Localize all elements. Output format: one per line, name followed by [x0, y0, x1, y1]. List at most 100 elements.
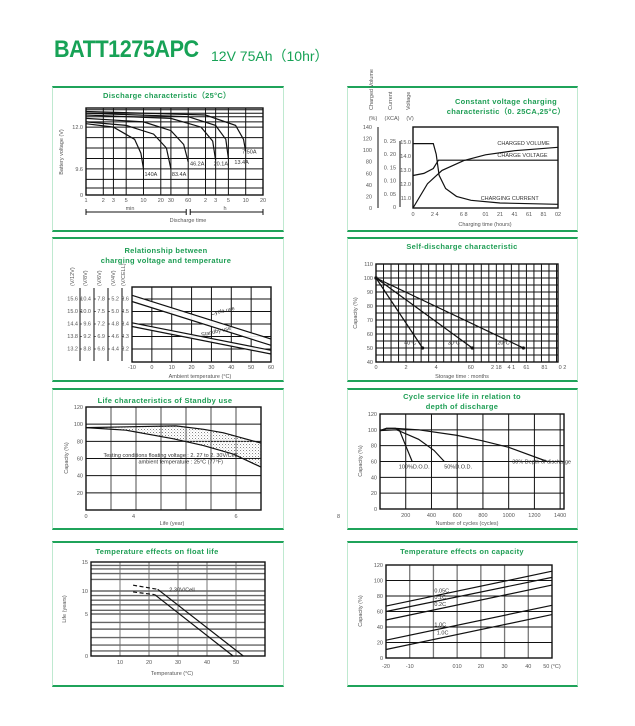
y-tick-label: 2.2 [121, 347, 129, 353]
y-tick-label: 13.8 [67, 334, 78, 340]
series-line-1 [133, 584, 158, 590]
series-label: 20.1A [214, 162, 229, 168]
x-tick-label: 50 [248, 365, 254, 371]
y-tick-label: 60 [77, 457, 83, 463]
x-axis-label: Number of cycles (cycles) [436, 521, 499, 527]
chart-title: Temperature effects on float life [95, 547, 218, 556]
x-tick-label: 4 [132, 514, 135, 520]
y-tick-label: 20 [377, 641, 383, 647]
x-tick-label: 21 [497, 212, 503, 218]
x-tick-label: 6 8 [460, 212, 468, 218]
y-tick-label: 7.2 [97, 322, 105, 328]
y-axis-label: Capacity (%) [358, 595, 364, 627]
y-tick-label-current: 0 [393, 205, 396, 211]
y-tick-label: 40 [367, 360, 373, 366]
y-tick-label-voltage: 14.0 [400, 154, 411, 160]
x-tick-label: 0 [411, 212, 414, 218]
series-13-4a [85, 112, 229, 159]
y-tick-label: 13.2 [67, 347, 78, 353]
chart-title: Cycle service life in relation to [403, 392, 521, 401]
y-tick-label-voltage: 11.0 [401, 196, 411, 202]
x-tick-label: 50 [233, 660, 239, 666]
y-tick-label: 5.2 [111, 297, 119, 303]
axis-header: (V/8V) [83, 270, 89, 286]
x-tick-label: 02 [555, 212, 561, 218]
axis-header: (V/4V) [111, 270, 117, 286]
y-tick-label: 15.6 [67, 297, 78, 303]
chart-8: Temperature effects on capacity 0.05C0.1C… [358, 547, 561, 670]
y-tick-label: 70 [367, 318, 373, 324]
chart-title: Self-discharge characteristic [406, 242, 517, 251]
x-tick-label: 2 18 [491, 365, 502, 371]
axis-unit: (XCA) [385, 116, 400, 122]
y-tick-label: 20 [371, 491, 377, 497]
y-tick-label: 2.3 [121, 334, 129, 340]
data-point [521, 346, 526, 350]
x-tick-label: 10 [140, 198, 146, 204]
series-30-depth-of-discharge [379, 427, 548, 463]
x-tick-label: 0 2 [559, 365, 567, 371]
y-tick-label-current: 0. 10 [384, 179, 396, 185]
y-tick-label: 110 [364, 262, 373, 268]
x-tick-label: 4 [435, 365, 438, 371]
x-tick-label: 5 [227, 198, 230, 204]
x-tick-label: 010 [453, 664, 462, 670]
capacity-range-fill [86, 425, 261, 468]
y-tick-label: 6.6 [97, 347, 105, 353]
y-tick-label-current: 0. 25 [384, 139, 396, 145]
series-30-c [375, 277, 473, 349]
series-0-1c [385, 576, 553, 613]
y-tick-label: 0 [85, 654, 88, 660]
hour-group-label: h [223, 206, 226, 212]
y-tick-label-charged-volume: 120 [363, 137, 372, 143]
axis-header-current: Current [388, 91, 394, 110]
y-axis-label: Life (years) [62, 595, 68, 623]
x-tick-label: 1000 [503, 513, 515, 519]
x-axis-label: Temperature (°C) [151, 671, 193, 677]
y-axis-label: Capacity (%) [64, 442, 70, 474]
chart-title: Constant voltage charging [455, 97, 557, 106]
data-point [470, 346, 474, 350]
y-tick-label: 5.0 [111, 309, 119, 315]
x-tick-label: 81 [541, 365, 547, 371]
chart-title: characteristic（0. 25CA,25°C） [447, 106, 566, 116]
y-tick-label: 80 [377, 594, 383, 600]
y-tick-label: 0 [380, 656, 383, 662]
panel-standby-life [52, 388, 284, 530]
chart-title: Temperature effects on capacity [400, 547, 524, 556]
y-tick-label: 15 [82, 560, 88, 566]
x-tick-label: 800 [478, 513, 487, 519]
x-tick-label: 400 [427, 513, 436, 519]
x-axis-label: Discharge time [170, 218, 207, 224]
y-tick-label: 4.6 [111, 334, 119, 340]
y-tick-label: 2.6 [121, 297, 129, 303]
y-tick-label: 4.4 [111, 347, 119, 353]
x-tick-label: 20 [158, 198, 164, 204]
plot-frame [379, 413, 565, 510]
annotation: 2.30V/Cell [169, 587, 194, 593]
data-point [421, 346, 425, 350]
series-label: 100%D.O.D. [399, 464, 430, 470]
x-tick-label: 2 4 [431, 212, 439, 218]
y-tick-label: 0 [374, 507, 377, 513]
x-tick-label: 61 [526, 212, 532, 218]
y-tick-label: 100 [74, 422, 83, 428]
y-tick-label: 100 [368, 428, 377, 434]
x-tick-label: 30 [502, 664, 508, 670]
x-tick-label: 20 [478, 664, 484, 670]
chart-title: depth of discharge [426, 402, 499, 411]
x-tick-label: 0 [374, 365, 377, 371]
x-tick-label: 50 (°C) [543, 664, 561, 670]
series-label: 7.50A [242, 150, 257, 156]
y-tick-label-voltage: 13.0 [400, 168, 411, 174]
series-line-2 [85, 427, 262, 468]
y-tick-label: 100 [374, 579, 383, 585]
panel-discharge [52, 86, 284, 232]
series-label: 140A [144, 172, 157, 178]
series-line-3 [131, 322, 272, 351]
y-tick-label: 10 [82, 589, 88, 595]
y-tick-label: 120 [368, 412, 377, 418]
axis-header: (V/6V) [97, 270, 103, 286]
